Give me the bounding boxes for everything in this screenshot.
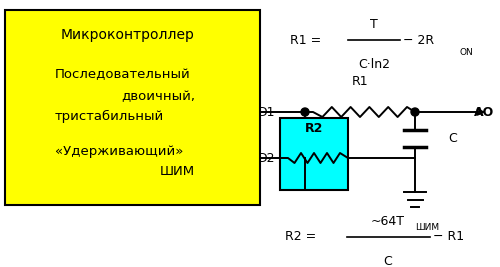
Text: R1: R1: [352, 75, 368, 88]
Bar: [280, 118, 348, 190]
Circle shape: [411, 108, 419, 116]
Text: Микроконтроллер: Микроконтроллер: [61, 28, 195, 42]
Text: C: C: [448, 132, 457, 144]
Text: D2: D2: [258, 151, 276, 164]
Text: T: T: [370, 18, 378, 31]
Text: ШИМ: ШИМ: [415, 223, 439, 232]
Text: ON: ON: [460, 48, 474, 57]
Text: AO: AO: [474, 105, 494, 119]
Text: − R1: − R1: [433, 230, 464, 244]
Text: двоичный,: двоичный,: [121, 90, 195, 103]
Text: ШИМ: ШИМ: [160, 165, 195, 178]
Text: R2: R2: [305, 121, 323, 135]
Text: R2 =: R2 =: [285, 230, 316, 244]
Text: тристабильный: тристабильный: [55, 110, 164, 123]
Text: C: C: [384, 255, 392, 267]
Text: «Удерживающий»: «Удерживающий»: [55, 145, 184, 158]
Text: R1 =: R1 =: [290, 33, 321, 46]
Text: Последовательный: Последовательный: [55, 68, 191, 81]
Circle shape: [301, 108, 309, 116]
Text: C·ln2: C·ln2: [358, 58, 390, 71]
Bar: [5, 10, 260, 205]
Text: D1: D1: [258, 105, 276, 119]
Text: ~64T: ~64T: [371, 215, 405, 228]
Text: − 2R: − 2R: [403, 33, 434, 46]
